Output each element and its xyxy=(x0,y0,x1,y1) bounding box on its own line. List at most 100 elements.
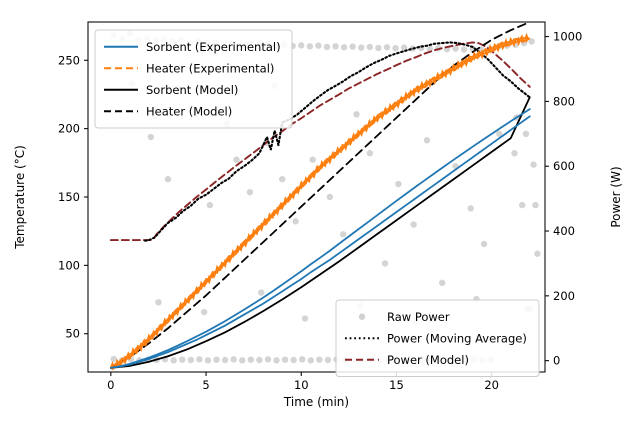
raw-power-point xyxy=(438,279,446,287)
raw-power-point xyxy=(309,156,316,163)
raw-power-point xyxy=(496,130,503,138)
legend-lower-label-0: Raw Power xyxy=(387,310,450,324)
raw-power-point xyxy=(395,180,402,188)
raw-power-point xyxy=(155,299,162,306)
raw-power-point xyxy=(530,161,537,168)
raw-power-point xyxy=(110,355,117,363)
raw-power-point xyxy=(290,356,297,364)
heater-experimental-line-2 xyxy=(110,36,530,371)
raw-power-point xyxy=(279,175,286,183)
raw-power-point xyxy=(375,44,382,52)
raw-power-point xyxy=(460,46,468,53)
raw-power-point xyxy=(528,38,535,45)
raw-power-point xyxy=(392,45,399,52)
raw-power-point xyxy=(452,45,459,52)
raw-power-point xyxy=(315,42,322,49)
raw-power-point xyxy=(273,357,280,364)
raw-power-point xyxy=(170,357,177,364)
legend-lower-label-1: Power (Moving Average) xyxy=(387,331,527,345)
raw-power-point xyxy=(204,357,212,364)
raw-power-point xyxy=(400,44,408,51)
raw-power-point xyxy=(339,231,347,238)
y-tick-label-left: 50 xyxy=(65,327,80,341)
raw-power-point xyxy=(200,308,208,316)
raw-power-point xyxy=(246,188,254,196)
legend-lower-label-2: Power (Model) xyxy=(387,353,469,367)
raw-power-point xyxy=(410,221,417,228)
raw-power-point xyxy=(213,356,220,363)
raw-power-point xyxy=(306,43,314,50)
raw-power-point xyxy=(326,193,334,201)
raw-power-point xyxy=(196,356,203,363)
raw-power-point xyxy=(239,357,246,364)
x-tick-label: 5 xyxy=(202,378,209,392)
y-tick-label-left: 100 xyxy=(58,258,80,272)
raw-power-point xyxy=(256,356,263,364)
raw-power-point xyxy=(264,356,272,363)
raw-power-point xyxy=(147,133,155,141)
y-axis-label-right: Power (W) xyxy=(609,166,623,227)
raw-power-point xyxy=(164,175,172,183)
raw-power-point xyxy=(247,356,255,363)
raw-power-point xyxy=(301,315,309,322)
y-tick-label-right: 200 xyxy=(553,289,575,303)
y-axis-label-left: Temperature (°C) xyxy=(13,145,27,250)
legend-upper-label-1: Heater (Experimental) xyxy=(146,61,274,75)
y-tick-label-left: 150 xyxy=(58,190,80,204)
raw-power-point xyxy=(423,137,431,144)
legend-upper-label-2: Sorbent (Model) xyxy=(146,83,238,97)
sorbent-model-line xyxy=(109,96,531,369)
raw-power-point xyxy=(316,356,323,363)
x-tick-label: 20 xyxy=(484,378,499,392)
raw-power-point xyxy=(299,356,306,363)
raw-power-point xyxy=(511,150,518,157)
sorbent-experimental-line-2 xyxy=(109,108,531,369)
raw-power-point xyxy=(381,260,389,267)
raw-power-point xyxy=(532,201,539,209)
x-tick-label: 10 xyxy=(294,378,309,392)
sorbent-experimental-line xyxy=(109,115,531,369)
raw-power-point xyxy=(292,218,299,225)
raw-power-point xyxy=(480,240,488,248)
raw-power-point xyxy=(233,156,240,163)
raw-power-point xyxy=(518,201,526,209)
raw-power-point xyxy=(534,250,541,257)
raw-power-point xyxy=(206,201,214,209)
y-tick-label-right: 1000 xyxy=(553,30,582,44)
y-tick-label-right: 600 xyxy=(553,159,575,173)
y-tick-label-right: 800 xyxy=(553,94,575,108)
raw-power-point xyxy=(187,356,195,364)
raw-power-point xyxy=(324,356,332,364)
raw-power-point xyxy=(358,44,365,51)
raw-power-point xyxy=(349,43,356,50)
raw-power-point xyxy=(258,289,265,296)
power-moving-average-line xyxy=(144,41,531,242)
legend-upper-box xyxy=(94,29,293,129)
x-axis-label: Time (min) xyxy=(283,395,349,409)
y-tick-label-left: 250 xyxy=(58,53,80,67)
raw-power-point xyxy=(467,205,474,212)
raw-power-point xyxy=(230,356,237,363)
legend-upper-label-0: Sorbent (Experimental) xyxy=(146,40,281,54)
y-tick-label-right: 400 xyxy=(553,224,575,238)
legend-lower-box xyxy=(335,299,540,377)
raw-power-point xyxy=(340,44,348,51)
y-tick-label-right: 0 xyxy=(553,354,560,368)
raw-power-point xyxy=(366,150,374,157)
raw-power-point xyxy=(332,43,339,50)
raw-power-point xyxy=(221,356,229,364)
x-tick-label: 0 xyxy=(107,378,114,392)
raw-power-point xyxy=(179,356,186,363)
heater-model-line xyxy=(109,22,531,369)
legend-lower-marker-0 xyxy=(358,313,366,320)
raw-power-point xyxy=(366,43,374,51)
legend-upper-label-3: Heater (Model) xyxy=(146,104,232,118)
raw-power-point xyxy=(281,356,289,363)
y-tick-label-left: 200 xyxy=(58,122,80,136)
raw-power-point xyxy=(298,42,305,49)
x-tick-label: 15 xyxy=(389,378,404,392)
raw-power-point xyxy=(307,357,314,364)
power-model-line xyxy=(109,41,531,242)
